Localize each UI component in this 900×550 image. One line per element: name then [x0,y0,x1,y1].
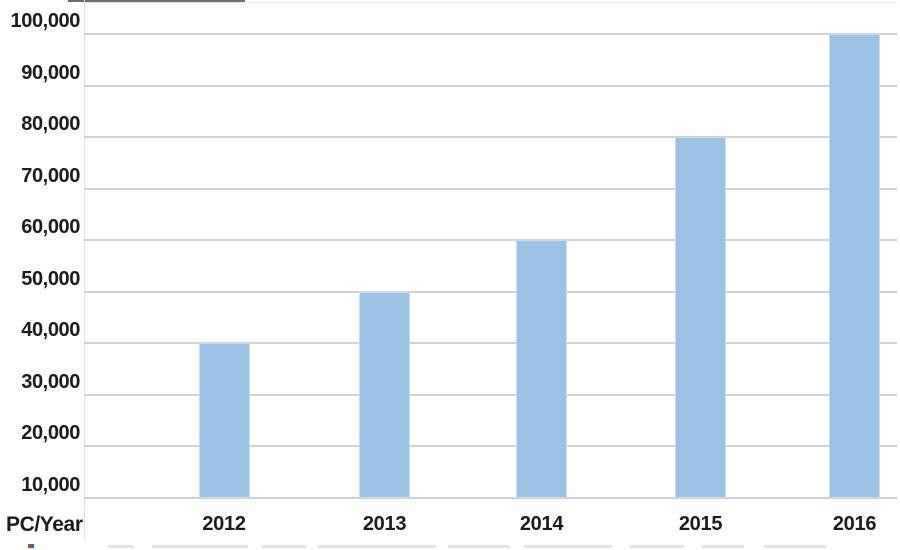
gridline [84,136,897,139]
artifact-blob [28,544,31,548]
y-tick-label: 70,000 [21,164,80,187]
artifact-blob [31,544,34,548]
x-tick-label-2013: 2013 [362,513,407,535]
artifact-dash [630,545,684,548]
y-tick-label: 40,000 [21,319,80,342]
y-tick-label: 30,000 [21,370,80,393]
gridline [84,342,897,345]
plot-top-border-dark-segment [68,0,245,2]
bar-2015 [675,137,726,498]
x-tick-label-2012: 2012 [202,513,246,535]
y-tick-label: 80,000 [21,113,80,136]
artifact-dash [318,545,436,548]
gridline [84,445,897,448]
artifact-dash [764,545,826,548]
bar-2014 [516,240,567,498]
gridline [84,33,897,35]
x-tick-label-2015: 2015 [678,513,723,535]
gridline [84,497,897,499]
y-tick-label: 100,000 [10,10,81,32]
gridline [84,290,897,293]
artifact-dash [448,545,510,548]
y-axis-line [84,0,85,540]
gridline [84,239,897,242]
artifact-dash [152,545,248,548]
bar-2016 [829,34,880,498]
bar-2012 [198,343,250,498]
y-tick-label: 10,000 [21,474,80,496]
x-tick-label-2016: 2016 [832,513,877,535]
artifact-dash [108,545,134,548]
gridline [84,393,897,396]
bar-2013 [359,291,410,498]
gridline [84,84,897,87]
y-tick-label: 60,000 [21,216,80,239]
artifact-dash [524,545,612,548]
gridline [84,187,897,190]
y-tick-label: 20,000 [21,422,80,445]
artifact-dash [702,545,744,548]
x-tick-label-2014: 2014 [519,513,564,535]
plot-top-border [84,2,897,3]
y-axis-unit-label: PC/Year [6,513,83,536]
y-tick-label: 50,000 [21,267,80,290]
artifact-dash [262,545,306,548]
y-tick-label: 90,000 [21,61,80,84]
